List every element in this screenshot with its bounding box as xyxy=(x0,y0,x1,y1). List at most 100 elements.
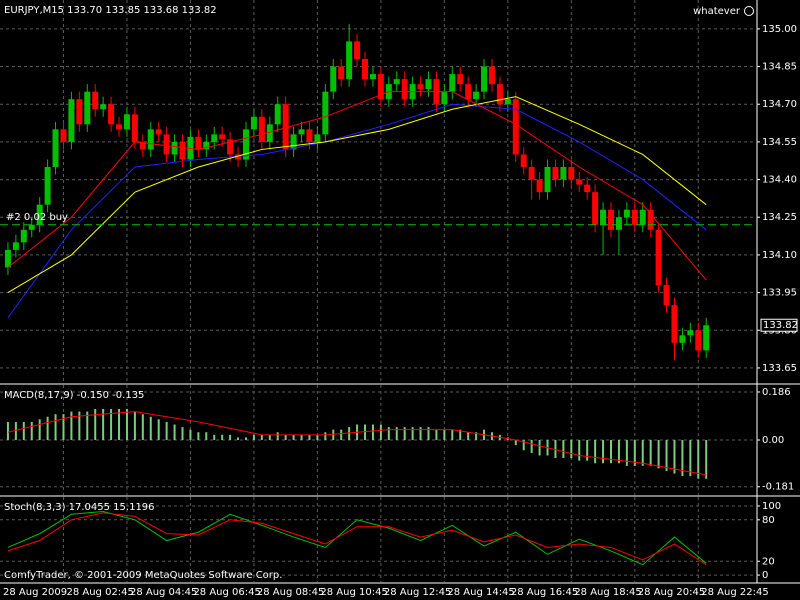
y-tick-label: 134.10 xyxy=(762,250,797,261)
macd-bar xyxy=(681,440,684,477)
candle-body xyxy=(4,249,11,268)
x-tick-label: 28 Aug 12:45 xyxy=(384,587,451,598)
candle-body xyxy=(369,74,376,80)
macd-bar xyxy=(514,440,517,446)
x-tick-label: 28 Aug 06:45 xyxy=(193,587,260,598)
candle-body xyxy=(473,91,480,100)
macd-bar xyxy=(586,440,589,461)
candle-body xyxy=(457,74,464,85)
macd-bar xyxy=(554,440,557,459)
x-tick-label: 28 Aug 18:45 xyxy=(574,587,641,598)
macd-bar xyxy=(522,440,525,451)
last-price-box xyxy=(760,318,798,332)
indicator-line xyxy=(7,91,707,281)
macd-bar xyxy=(451,429,454,440)
candle-body xyxy=(60,129,67,142)
candle-body xyxy=(663,285,670,306)
macd-bar xyxy=(427,427,430,440)
macd-bar xyxy=(110,409,113,440)
macd-bar xyxy=(213,434,216,440)
macd-bar xyxy=(38,419,41,440)
macd-bar xyxy=(324,432,327,440)
macd-bar xyxy=(578,440,581,461)
macd-bar xyxy=(70,411,73,440)
candle-body xyxy=(171,141,178,155)
indicator-line xyxy=(7,512,707,566)
candle-body xyxy=(116,124,123,130)
macd-bar xyxy=(46,416,49,440)
y-tick-label: 80 xyxy=(762,515,775,526)
y-tick-label: 0.186 xyxy=(762,387,791,398)
macd-bar xyxy=(467,432,470,440)
macd-bar xyxy=(641,440,644,466)
macd-bar xyxy=(617,440,620,464)
candle-body xyxy=(481,66,488,92)
order-label: #2 0.02 buy xyxy=(6,212,68,223)
candle-body xyxy=(147,129,154,150)
candle-body xyxy=(290,134,297,150)
macd-bar xyxy=(387,427,390,440)
candle-body xyxy=(639,209,646,225)
candle-body xyxy=(679,335,686,343)
candle-body xyxy=(250,116,257,130)
macd-bar xyxy=(435,429,438,440)
macd-bar xyxy=(237,437,240,440)
y-tick-label: 133.95 xyxy=(762,288,797,299)
macd-bar xyxy=(229,434,232,440)
macd-bar xyxy=(705,440,708,479)
macd-bar xyxy=(78,411,81,440)
candle-body xyxy=(615,217,622,230)
candle-body xyxy=(131,114,138,142)
candle-body xyxy=(12,242,19,250)
candle-body xyxy=(441,91,448,105)
indicator-title: Stoch(8,3,3) 17.0455 15.1196 xyxy=(4,502,155,513)
macd-bar xyxy=(649,440,652,466)
candle-body xyxy=(219,134,226,140)
macd-bar xyxy=(689,440,692,477)
candle-body xyxy=(703,325,710,351)
x-tick-label: 28 Aug 22:45 xyxy=(701,587,768,598)
macd-bar xyxy=(379,424,382,440)
candle-body xyxy=(155,129,162,135)
candle-body xyxy=(258,116,265,142)
candle-body xyxy=(377,74,384,100)
candle-body xyxy=(52,129,59,168)
candle-body xyxy=(211,134,218,142)
candle-body xyxy=(20,229,27,243)
macd-bar xyxy=(252,434,255,440)
candle-body xyxy=(393,79,400,85)
macd-bar xyxy=(371,424,374,440)
candle-body xyxy=(544,167,551,193)
candle-body xyxy=(496,84,503,105)
candle-body xyxy=(449,74,456,92)
candle-body xyxy=(354,41,361,60)
candle-body xyxy=(314,134,321,142)
macd-bar xyxy=(594,440,597,464)
candle-body xyxy=(274,104,281,125)
candle-body xyxy=(322,91,329,135)
macd-bar xyxy=(316,434,319,440)
macd-bar xyxy=(300,434,303,440)
macd-bar xyxy=(205,432,208,440)
macd-bar xyxy=(30,421,33,440)
candle-body xyxy=(227,139,234,155)
macd-bar xyxy=(189,429,192,440)
candle-body xyxy=(600,209,607,225)
x-tick-label: 28 Aug 10:45 xyxy=(320,587,387,598)
candle-body xyxy=(242,129,249,160)
macd-bar xyxy=(538,440,541,456)
macd-bar xyxy=(443,429,446,440)
macd-bar xyxy=(149,416,152,440)
last-price-label: 133.82 xyxy=(763,320,798,331)
macd-bar xyxy=(419,427,422,440)
y-tick-label: 135.00 xyxy=(762,24,797,35)
candle-body xyxy=(346,41,353,80)
y-tick-label: 134.55 xyxy=(762,137,797,148)
candle-body xyxy=(520,154,527,168)
macd-bar xyxy=(141,414,144,440)
x-tick-label: 28 Aug 14:45 xyxy=(447,587,514,598)
macd-bar xyxy=(102,409,105,440)
candle-body xyxy=(282,104,289,150)
candle-body xyxy=(592,192,599,225)
candle-body xyxy=(671,305,678,343)
